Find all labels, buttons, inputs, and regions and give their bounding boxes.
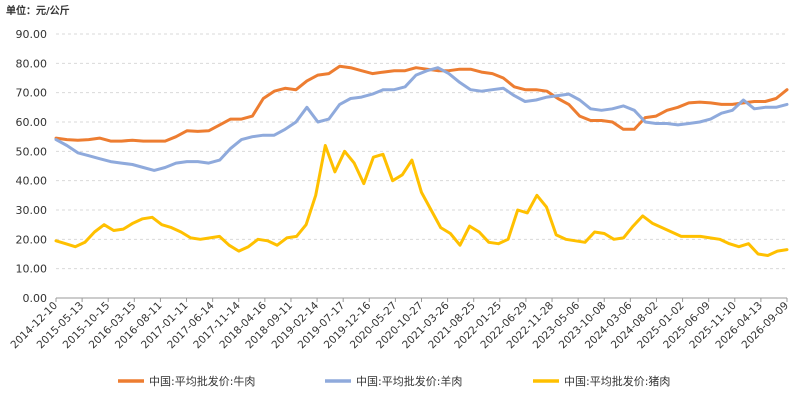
- series-line-0: [54, 64, 789, 143]
- y-tick-label: 20.00: [16, 233, 48, 246]
- y-tick-label: 30.00: [16, 204, 48, 217]
- y-tick-label: 50.00: [16, 145, 48, 158]
- unit-label: 单位：元/公斤: [6, 4, 70, 17]
- legend-label: 中国:平均批发价:牛肉: [149, 374, 255, 388]
- grid: [56, 33, 787, 299]
- series-line-2: [54, 144, 789, 257]
- y-tick-label: 10.00: [16, 263, 48, 276]
- legend: 中国:平均批发价:牛肉 中国:平均批发价:羊肉 中国:平均批发价:猪肉: [118, 374, 670, 388]
- y-tick-label: 90.00: [16, 28, 48, 41]
- x-axis-ticks: 2014-12-102015-05-132015-10-152016-03-15…: [8, 298, 791, 351]
- y-axis-ticks: 0.00 10.00 20.00 30.00 40.00 50.00 60.00 70.00 8…: [16, 28, 48, 305]
- legend-label: 中国:平均批发价:羊肉: [356, 374, 462, 388]
- series-lines: [54, 64, 789, 257]
- y-tick-label: 0.00: [23, 292, 48, 305]
- y-tick-label: 60.00: [16, 116, 48, 129]
- y-tick-label: 40.00: [16, 175, 48, 188]
- legend-label: 中国:平均批发价:猪肉: [564, 374, 670, 388]
- y-tick-label: 80.00: [16, 57, 48, 70]
- series-line-1: [54, 66, 789, 172]
- y-tick-label: 70.00: [16, 87, 48, 100]
